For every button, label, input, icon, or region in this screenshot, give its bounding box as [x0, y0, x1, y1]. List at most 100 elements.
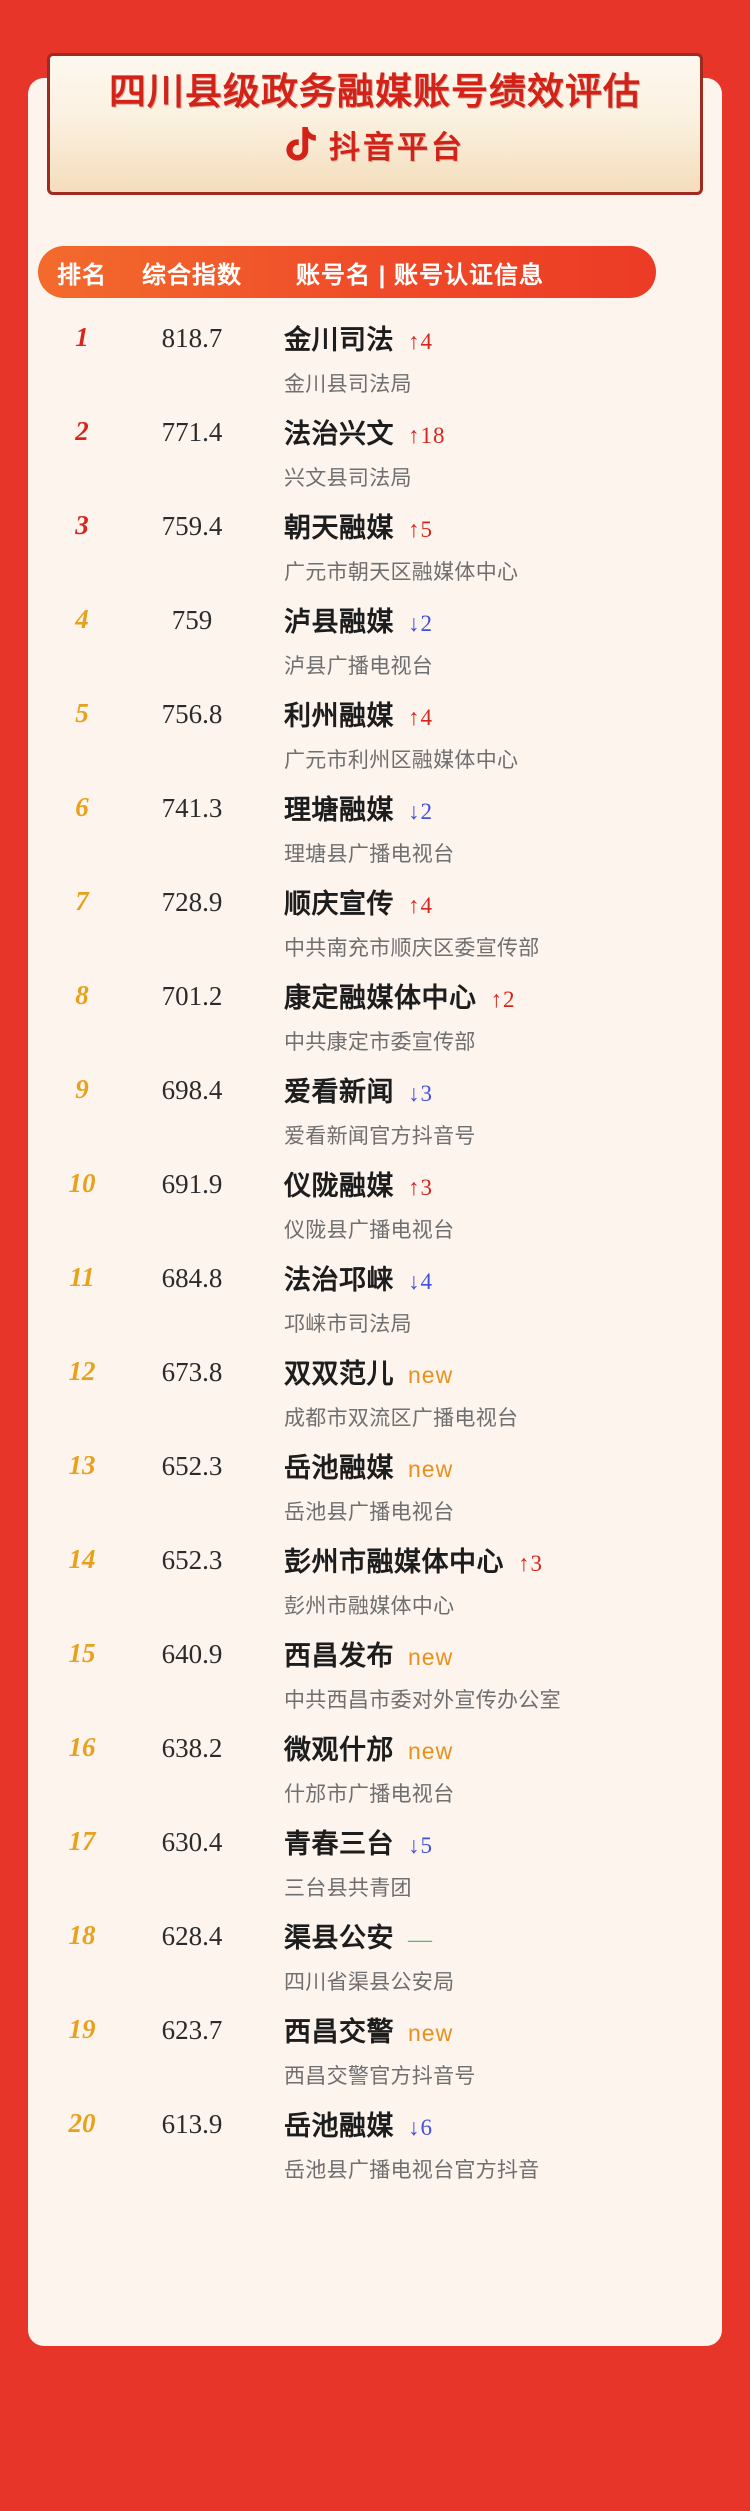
score-value: 741.3 [161, 793, 223, 823]
score-value: 759.4 [161, 511, 223, 541]
rank-value: 14 [68, 1544, 96, 1574]
table-row[interactable]: 6 741.3 理塘融媒 ↓2 理塘县广播电视台 [38, 788, 668, 882]
account-cell: 岳池融媒 ↓6 岳池县广播电视台官方抖音 [258, 2104, 668, 2184]
table-row[interactable]: 18 628.4 渠县公安 — 四川省渠县公安局 [38, 1916, 668, 2010]
account-name-row: 理塘融媒 ↓2 [284, 788, 668, 827]
score-value: 638.2 [161, 1733, 223, 1763]
account-certification-info: 岳池县广播电视台官方抖音 [284, 2159, 540, 2182]
table-row[interactable]: 3 759.4 朝天融媒 ↑5 广元市朝天区融媒体中心 [38, 506, 668, 600]
rank-value: 10 [68, 1168, 96, 1198]
account-name[interactable]: 岳池融媒 [284, 1453, 394, 1483]
rank-value: 9 [75, 1074, 89, 1104]
account-certification-info: 理塘县广播电视台 [284, 843, 455, 866]
table-row[interactable]: 17 630.4 青春三台 ↓5 三台县共青团 [38, 1822, 668, 1916]
score-value: 684.8 [161, 1263, 223, 1293]
account-certification-info: 中共康定市委宣传部 [284, 1031, 476, 1054]
account-name[interactable]: 爱看新闻 [284, 1077, 394, 1107]
account-name[interactable]: 渠县公安 [284, 1923, 394, 1953]
account-certification-info: 三台县共青团 [284, 1877, 412, 1900]
account-cell: 仪陇融媒 ↑3 仪陇县广播电视台 [258, 1164, 668, 1244]
account-name[interactable]: 彭州市融媒体中心 [284, 1547, 504, 1577]
rank-change-badge: new [408, 2020, 454, 2046]
account-name[interactable]: 西昌发布 [284, 1641, 394, 1671]
table-header: 排名 综合指数 账号名 | 账号认证信息 [38, 246, 656, 298]
table-row[interactable]: 13 652.3 岳池融媒 new 岳池县广播电视台 [38, 1446, 668, 1540]
account-name-row: 康定融媒体中心 ↑2 [284, 976, 668, 1015]
account-name[interactable]: 理塘融媒 [284, 795, 394, 825]
table-row[interactable]: 9 698.4 爱看新闻 ↓3 爱看新闻官方抖音号 [38, 1070, 668, 1164]
table-row[interactable]: 5 756.8 利州融媒 ↑4 广元市利州区融媒体中心 [38, 694, 668, 788]
rank-change-badge: ↓2 [408, 611, 433, 636]
account-certification-info: 西昌交警官方抖音号 [284, 2065, 476, 2088]
table-row[interactable]: 7 728.9 顺庆宣传 ↑4 中共南充市顺庆区委宣传部 [38, 882, 668, 976]
account-name[interactable]: 仪陇融媒 [284, 1171, 394, 1201]
table-row[interactable]: 10 691.9 仪陇融媒 ↑3 仪陇县广播电视台 [38, 1164, 668, 1258]
account-name[interactable]: 康定融媒体中心 [284, 983, 477, 1013]
rank-change-badge: ↑4 [408, 893, 433, 918]
table-row[interactable]: 20 613.9 岳池融媒 ↓6 岳池县广播电视台官方抖音 [38, 2104, 668, 2198]
table-row[interactable]: 11 684.8 法治邛崃 ↓4 邛崃市司法局 [38, 1258, 668, 1352]
account-name[interactable]: 朝天融媒 [284, 513, 394, 543]
table-row[interactable]: 1 818.7 金川司法 ↑4 金川县司法局 [38, 318, 668, 412]
table-row[interactable]: 4 759 泸县融媒 ↓2 泸县广播电视台 [38, 600, 668, 694]
rank-change-badge: ↓2 [408, 799, 433, 824]
rank-change-badge: ↓5 [408, 1833, 433, 1858]
account-cell: 渠县公安 — 四川省渠县公安局 [258, 1916, 668, 1996]
account-certification-info: 四川省渠县公安局 [284, 1971, 455, 1994]
account-name[interactable]: 顺庆宣传 [284, 889, 394, 919]
account-name[interactable]: 青春三台 [284, 1829, 394, 1859]
account-name[interactable]: 金川司法 [284, 325, 394, 355]
account-certification-info: 仪陇县广播电视台 [284, 1219, 455, 1242]
rank-value: 19 [68, 2014, 96, 2044]
account-cell: 微观什邡 new 什邡市广播电视台 [258, 1728, 668, 1808]
account-name-row: 岳池融媒 ↓6 [284, 2104, 668, 2143]
rank-value: 18 [68, 1920, 96, 1950]
account-cell: 金川司法 ↑4 金川县司法局 [258, 318, 668, 398]
score-value: 623.7 [161, 2015, 223, 2045]
score-value: 673.8 [161, 1357, 223, 1387]
account-certification-info: 邛崃市司法局 [284, 1313, 412, 1336]
account-name[interactable]: 利州融媒 [284, 701, 394, 731]
account-certification-info: 金川县司法局 [284, 373, 412, 396]
account-name-row: 爱看新闻 ↓3 [284, 1070, 668, 1109]
account-name-row: 双双范儿 new [284, 1352, 668, 1391]
account-name[interactable]: 法治兴文 [284, 419, 394, 449]
table-row[interactable]: 8 701.2 康定融媒体中心 ↑2 中共康定市委宣传部 [38, 976, 668, 1070]
account-name[interactable]: 西昌交警 [284, 2017, 394, 2047]
account-name[interactable]: 法治邛崃 [284, 1265, 394, 1295]
score-value: 630.4 [161, 1827, 223, 1857]
account-name[interactable]: 岳池融媒 [284, 2111, 394, 2141]
account-certification-info: 广元市朝天区融媒体中心 [284, 561, 519, 584]
rank-value: 15 [68, 1638, 96, 1668]
rank-value: 11 [69, 1262, 95, 1292]
account-name[interactable]: 泸县融媒 [284, 607, 394, 637]
score-value: 728.9 [161, 887, 223, 917]
column-header-rank: 排名 [57, 261, 107, 289]
table-row[interactable]: 2 771.4 法治兴文 ↑18 兴文县司法局 [38, 412, 668, 506]
rank-change-badge: new [408, 1644, 454, 1670]
rank-change-badge: ↑4 [408, 705, 433, 730]
table-row[interactable]: 15 640.9 西昌发布 new 中共西昌市委对外宣传办公室 [38, 1634, 668, 1728]
table-row[interactable]: 14 652.3 彭州市融媒体中心 ↑3 彭州市融媒体中心 [38, 1540, 668, 1634]
account-name-row: 渠县公安 — [284, 1916, 668, 1955]
score-value: 691.9 [161, 1169, 223, 1199]
account-certification-info: 泸县广播电视台 [284, 655, 434, 678]
rank-change-badge: ↑18 [408, 423, 446, 448]
rank-value: 6 [75, 792, 89, 822]
account-name-row: 彭州市融媒体中心 ↑3 [284, 1540, 668, 1579]
account-certification-info: 成都市双流区广播电视台 [284, 1407, 519, 1430]
table-row[interactable]: 16 638.2 微观什邡 new 什邡市广播电视台 [38, 1728, 668, 1822]
account-certification-info: 岳池县广播电视台 [284, 1501, 455, 1524]
account-name[interactable]: 双双范儿 [284, 1359, 394, 1389]
account-name[interactable]: 微观什邡 [284, 1735, 394, 1765]
table-row[interactable]: 12 673.8 双双范儿 new 成都市双流区广播电视台 [38, 1352, 668, 1446]
table-row[interactable]: 19 623.7 西昌交警 new 西昌交警官方抖音号 [38, 2010, 668, 2104]
account-certification-info: 兴文县司法局 [284, 467, 412, 490]
account-cell: 法治邛崃 ↓4 邛崃市司法局 [258, 1258, 668, 1338]
account-certification-info: 爱看新闻官方抖音号 [284, 1125, 476, 1148]
rank-value: 16 [68, 1732, 96, 1762]
score-value: 613.9 [161, 2109, 223, 2139]
rank-value: 7 [75, 886, 89, 916]
score-value: 652.3 [161, 1451, 223, 1481]
account-certification-info: 中共南充市顺庆区委宣传部 [284, 937, 540, 960]
